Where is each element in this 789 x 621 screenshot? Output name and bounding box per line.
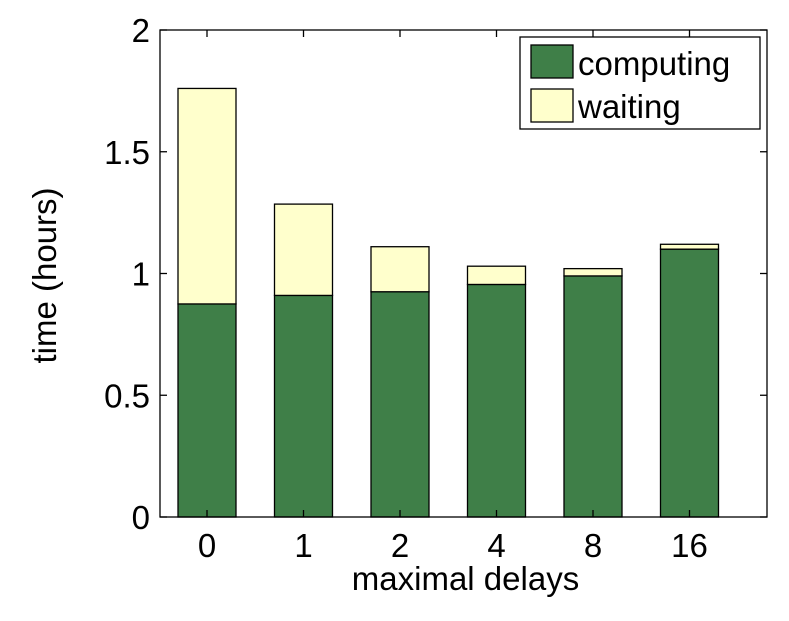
y-tick-label: 1 [132, 256, 150, 293]
y-axis-ticks: 0 0.5 1 1.5 2 [104, 12, 767, 536]
bar-computing-8 [563, 275, 623, 518]
y-tick-label: 1.5 [104, 134, 150, 171]
x-tick-label: 16 [671, 527, 708, 564]
x-tick-label: 1 [294, 527, 312, 564]
bar-computing-0 [177, 303, 237, 518]
bar-waiting-8 [563, 267, 623, 277]
bar-computing-1 [273, 294, 334, 518]
y-tick-label: 2 [132, 12, 150, 49]
legend-label-computing: computing [578, 45, 730, 82]
y-axis-label: time (hours) [26, 187, 63, 363]
bar-waiting-4 [466, 265, 527, 286]
legend-label-waiting: waiting [577, 88, 681, 125]
legend-swatch-computing [530, 44, 574, 79]
bar-computing-2 [370, 291, 430, 518]
y-tick-label: 0 [132, 499, 150, 536]
x-axis-label: maximal delays [352, 560, 579, 597]
bar-waiting-1 [273, 203, 334, 297]
x-tick-label: 2 [391, 527, 409, 564]
x-tick-label: 8 [584, 527, 602, 564]
bar-waiting-2 [370, 246, 430, 293]
y-tick-label: 0.5 [104, 377, 150, 414]
bar-computing-4 [466, 283, 527, 518]
legend: computing waiting [519, 36, 761, 130]
legend-swatch-waiting [530, 88, 574, 123]
bars-layer [177, 87, 720, 518]
x-tick-label: 0 [198, 527, 216, 564]
bar-computing-16 [659, 248, 720, 518]
bar-waiting-0 [177, 87, 237, 305]
x-axis-ticks: 0 1 2 4 8 16 [198, 30, 708, 564]
bar-waiting-16 [659, 243, 720, 250]
x-tick-label: 4 [487, 527, 505, 564]
